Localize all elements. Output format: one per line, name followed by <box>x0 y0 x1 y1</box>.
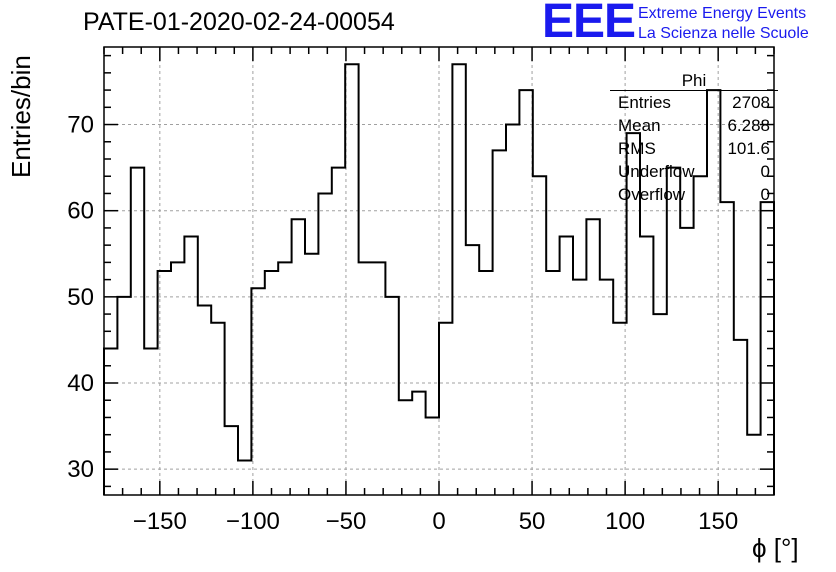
histogram-bin <box>412 392 425 495</box>
stats-row-mean: Mean 6.288 <box>610 114 778 137</box>
histogram-bin <box>452 64 465 495</box>
histogram-bin <box>667 168 680 495</box>
histogram-bin <box>251 288 264 495</box>
y-tick-label: 40 <box>67 370 94 397</box>
histogram-bin <box>653 314 666 495</box>
stats-value: 0 <box>760 185 770 204</box>
stats-value: 101.6 <box>727 139 770 158</box>
histogram-bin <box>506 125 519 495</box>
histogram-bin <box>184 237 197 495</box>
histogram-bin <box>560 237 573 495</box>
histogram-bars <box>103 63 775 495</box>
histogram-bin <box>385 297 398 495</box>
stats-value: 0 <box>760 162 770 181</box>
histogram-outline <box>103 63 775 495</box>
x-tick-label: 100 <box>605 508 645 535</box>
histogram-bin <box>747 435 760 495</box>
histogram-bin <box>399 400 412 495</box>
histogram-bin <box>198 305 211 495</box>
chart-title: PATE-01-2020-02-24-00054 <box>83 8 395 36</box>
stats-row-rms: RMS 101.6 <box>610 137 778 160</box>
axis-ticks <box>103 47 775 495</box>
histogram-bin <box>680 228 693 495</box>
eee-logo: EEE <box>542 0 636 48</box>
logo-line-1: Extreme Energy Events <box>638 5 807 22</box>
histogram-bin <box>734 340 747 495</box>
y-tick-label: 70 <box>67 112 94 139</box>
histogram-bin <box>292 219 305 495</box>
x-tick-label: 150 <box>698 508 738 535</box>
stats-box: Phi Entries 2708 Mean 6.288 RMS 101.6 Un… <box>610 72 778 206</box>
histogram-bin <box>694 176 707 495</box>
histogram-bin <box>533 176 546 495</box>
x-tick-label: 0 <box>432 508 445 535</box>
histogram-bin <box>640 237 653 495</box>
histogram-bin <box>345 64 358 495</box>
histogram-bin <box>225 426 238 495</box>
stats-value: 2708 <box>732 93 770 112</box>
tick-labels: −150 −100 −50 0 50 100 150 30 40 50 60 70 <box>67 112 738 535</box>
logo-caption: Extreme Energy Events La Scienza nelle S… <box>638 4 809 44</box>
y-axis-label: Entries/bin <box>6 55 36 178</box>
y-tick-label: 30 <box>67 456 94 483</box>
histogram-bin <box>238 461 251 495</box>
stats-title: Phi <box>610 72 778 91</box>
histogram-bin <box>144 349 157 495</box>
histogram-bin <box>493 150 506 495</box>
x-tick-label: −100 <box>226 508 280 535</box>
histogram-bin <box>131 168 144 495</box>
histogram-bin <box>332 168 345 495</box>
y-tick-label: 50 <box>67 284 94 311</box>
stats-label: Underflow <box>618 162 695 181</box>
histogram-bin <box>519 90 532 495</box>
x-axis-label: ϕ [°] <box>752 533 799 563</box>
logo-line-2: La Scienza nelle Scuole <box>638 25 809 42</box>
histogram-bin <box>104 349 117 495</box>
stats-row-entries: Entries 2708 <box>610 91 778 114</box>
histogram-bin <box>117 297 130 495</box>
histogram-bin <box>573 280 586 495</box>
histogram-bin <box>586 219 599 495</box>
x-tick-label: −150 <box>133 508 187 535</box>
stats-label: Mean <box>618 116 661 135</box>
stats-row-underflow: Underflow 0 <box>610 160 778 183</box>
histogram-bin <box>318 193 331 495</box>
x-tick-label: 50 <box>519 508 546 535</box>
x-tick-label: −50 <box>326 508 367 535</box>
stats-value: 6.288 <box>727 116 770 135</box>
stats-row-overflow: Overflow 0 <box>610 183 778 206</box>
histogram-bin <box>466 245 479 495</box>
histogram-bin <box>426 417 439 495</box>
y-tick-label: 60 <box>67 198 94 225</box>
histogram-bin <box>720 202 733 495</box>
histogram-bin <box>600 280 613 495</box>
stats-label: RMS <box>618 139 656 158</box>
stats-label: Overflow <box>618 185 686 204</box>
stats-label: Entries <box>618 93 671 112</box>
histogram-bin <box>305 254 318 495</box>
